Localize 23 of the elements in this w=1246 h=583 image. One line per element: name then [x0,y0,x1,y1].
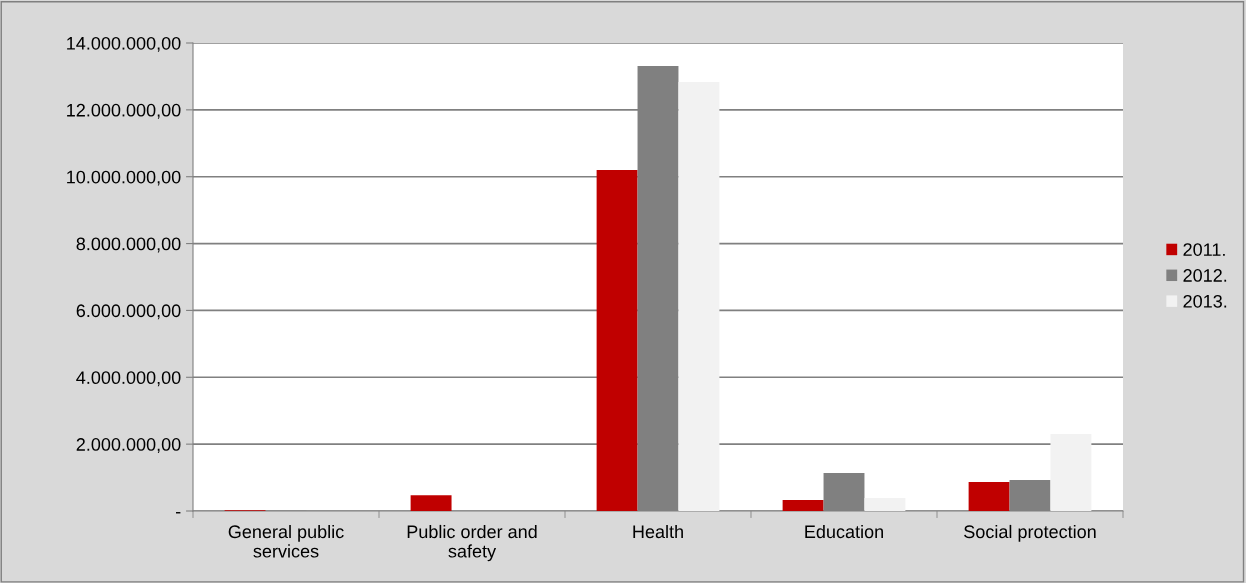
legend-label: 2013. [1183,294,1227,308]
x-tick-label: Education [805,524,883,539]
x-tick-label: Health [633,524,683,539]
x-tick-label: Social protection [964,524,1096,542]
y-tick-label: 10.000.000,00 [67,170,181,186]
y-tick-label: 14.000.000,00 [67,36,181,52]
y-tick-label: 12.000.000,00 [67,103,181,119]
bar [1050,434,1092,511]
x-tick-label: Public order and safety [407,524,537,562]
legend-label: 2012. [1183,269,1227,282]
y-tick-label: 4.000.000,00 [76,371,181,387]
legend-label: 2011. [1183,243,1225,256]
y-tick-label: 6.000.000,00 [76,304,181,320]
y-tick-label: 2.000.000,00 [76,438,181,453]
x-tick-label: General public services [228,524,344,558]
y-tick-label: 8.000.000,00 [76,237,181,253]
bar [864,497,906,511]
bar [782,499,824,511]
bar [596,170,638,511]
y-tick-label: - [175,512,181,514]
bar [410,495,452,511]
bar [968,481,1010,511]
bar [678,82,720,511]
